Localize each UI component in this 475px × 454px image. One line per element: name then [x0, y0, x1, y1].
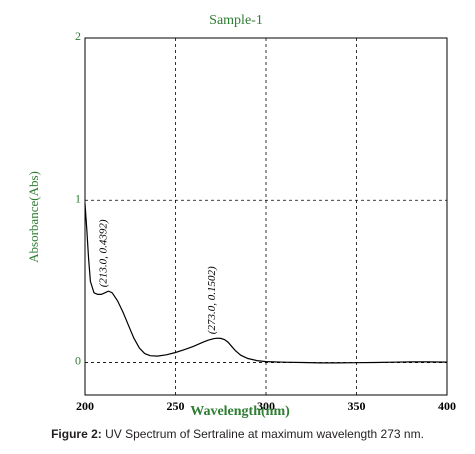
- spectrum-line: [84, 203, 448, 364]
- plot-frame: [84, 37, 448, 396]
- y-axis-label: Absorbance(Abs): [26, 171, 41, 263]
- x-axis-label: Wavelength(nm): [190, 404, 290, 419]
- x-tick-label-350: 350: [348, 399, 366, 413]
- annotations: (213.0, 0.4392) (273.0, 0.1502): [98, 219, 219, 334]
- tick-labels: 200 250 300 350 400 0 1 2: [75, 29, 456, 413]
- y-tick-label-2: 2: [75, 29, 81, 43]
- y-tick-label-1: 1: [75, 191, 81, 205]
- x-tick-label-250: 250: [167, 399, 185, 413]
- peak-annotation-2: (273.0, 0.1502): [206, 266, 218, 334]
- peak-annotation-1: (213.0, 0.4392): [98, 219, 110, 287]
- figure-caption-label: Figure 2:: [51, 427, 102, 441]
- figure-caption-text: UV Spectrum of Sertraline at maximum wav…: [101, 427, 424, 441]
- y-tick-label-0: 0: [75, 354, 81, 368]
- uv-spectrum-chart: 200 250 300 350 400 0 1 2 (213.0, 0.4392) (273.0…: [26, 13, 456, 419]
- x-tick-label-200: 200: [76, 399, 94, 413]
- grid: [85, 38, 447, 395]
- x-tick-label-300: 300: [257, 399, 275, 413]
- figure-caption: Figure 2: UV Spectrum of Sertraline at m…: [0, 427, 475, 441]
- x-tick-label-400: 400: [438, 399, 456, 413]
- chart-title: Sample-1: [209, 13, 263, 28]
